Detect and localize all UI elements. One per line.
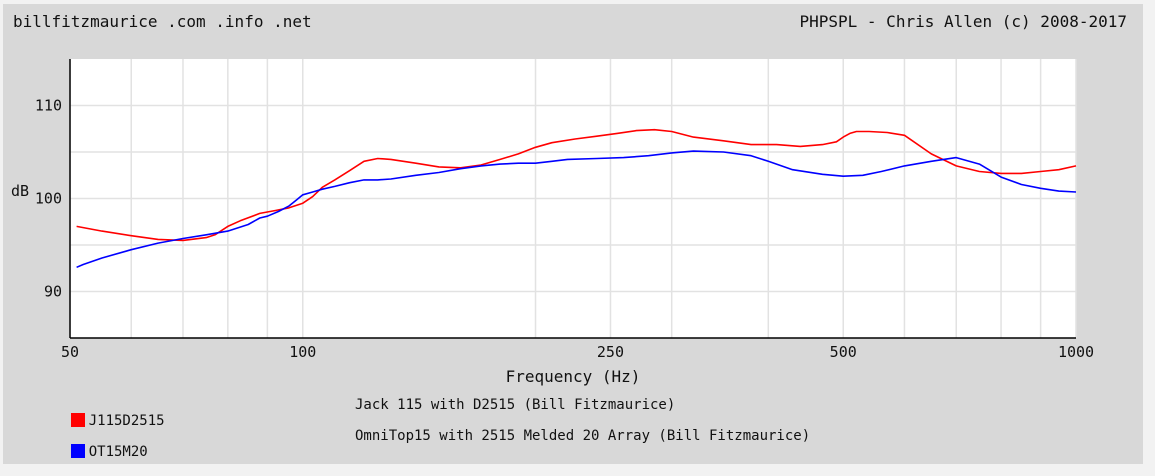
legend-description: Jack 115 with D2515 (Bill Fitzmaurice) [355,397,676,413]
legend-swatch-blue [70,444,85,458]
grid-lines [69,59,1077,338]
legend-item-j115d2515: J115D2515 [37,397,165,445]
x-tick-label: 50 [61,343,79,361]
legend-item-ot15m20: OT15M20 [37,428,148,476]
site-caption: billfitzmaurice .com .info .net [13,12,312,31]
y-tick-label: 110 [35,97,62,115]
series-lines [76,128,1077,269]
series-line-j115d2515 [76,128,1077,242]
chart-frame: billfitzmaurice .com .info .net PHPSPL -… [3,4,1143,464]
credit-caption: PHPSPL - Chris Allen (c) 2008-2017 [799,12,1127,31]
legend-name: J115D2515 [88,413,165,429]
x-tick-label: 1000 [1058,343,1094,361]
tick-labels: 50 100 250 500 1000 90 100 110 [35,97,1094,362]
legend-name: OT15M20 [88,444,148,460]
y-axis-label: dB [11,182,29,200]
frequency-response-chart: 50 100 250 500 1000 90 100 110 dB Frequency (Hz… [11,59,1094,386]
legend-swatch-red [70,413,85,427]
x-tick-label: 100 [289,343,316,361]
y-tick-label: 100 [35,190,62,208]
series-line-ot15m20 [76,150,1077,269]
x-axis-label: Frequency (Hz) [506,367,641,386]
legend-description: OmniTop15 with 2515 Melded 20 Array (Bil… [355,428,811,444]
x-tick-label: 500 [830,343,857,361]
y-tick-label: 90 [44,283,62,301]
x-tick-label: 250 [597,343,624,361]
